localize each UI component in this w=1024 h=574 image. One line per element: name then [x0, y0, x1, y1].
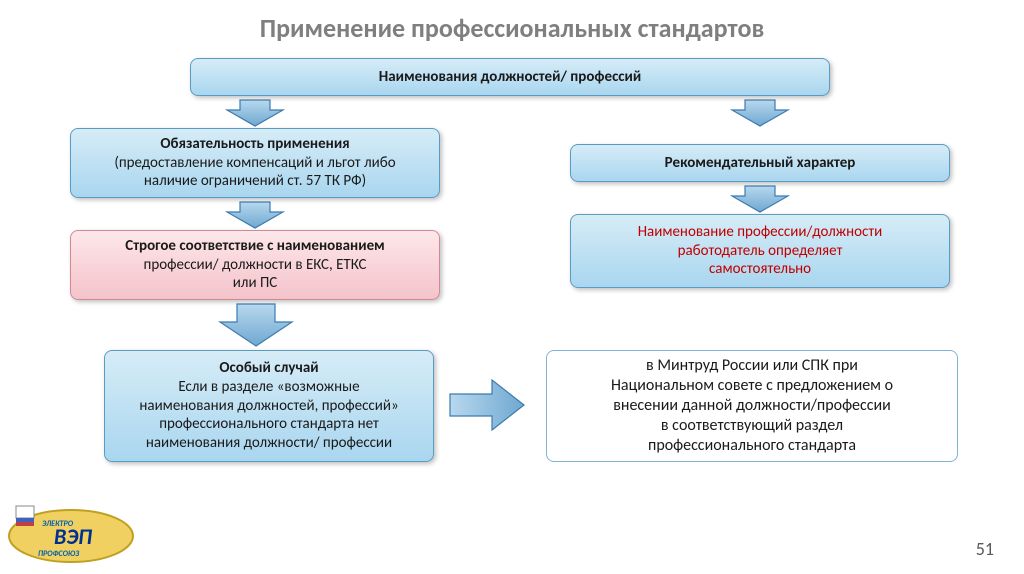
right3-line4: в соответствующий раздел: [661, 416, 843, 436]
left2-line3: или ПС: [233, 274, 278, 293]
left1-line3: наличие ограничений ст. 57 ТК РФ): [144, 172, 366, 191]
right2-line1: Наименование профессии/должности: [638, 223, 883, 242]
left3-line3: наименования должностей, профессий»: [139, 397, 398, 416]
right3-line5: профессионального стандарта: [648, 436, 856, 456]
right3-line1: в Минтруд России или СПК при: [646, 356, 858, 376]
arrow-left-1: [225, 200, 285, 230]
box-top: Наименования должностей/ профессий: [190, 58, 830, 96]
right3-line2: Национальном совете с предложением о: [611, 376, 893, 396]
left3-line5: наименования должности/ профессии: [146, 434, 392, 453]
svg-text:ВЭП: ВЭП: [54, 523, 92, 550]
arrow-top-right: [730, 98, 790, 128]
left3-line2: Если в разделе «возможные: [178, 378, 359, 397]
logo-vep: ЭЛЕКТРО ВЭП ПРОФСОЮЗ: [6, 498, 136, 564]
box-right-employer: Наименование профессии/должности работод…: [570, 214, 950, 288]
box-top-label: Наименования должностей/ профессий: [379, 68, 642, 87]
box-right-mintrud: в Минтруд России или СПК при Национально…: [546, 350, 958, 462]
right2-line3: самостоятельно: [709, 260, 811, 279]
arrow-left-2: [218, 302, 294, 348]
page-number: 51: [976, 538, 994, 560]
left2-bold: Строгое соответствие с наименованием: [125, 237, 384, 256]
box-right-recommend: Рекомендательный характер: [570, 144, 950, 182]
box-left-strict: Строгое соответствие с наименованием про…: [70, 230, 440, 300]
left2-line2: профессии/ должности в ЕКС, ЕТКС: [144, 256, 367, 275]
right1-bold: Рекомендательный характер: [665, 154, 856, 173]
right2-line2: работодатель определяет: [678, 242, 843, 261]
left1-line2: (предоставление компенсаций и льгот либо: [114, 154, 395, 173]
box-left-mandatory: Обязательность применения (предоставлени…: [70, 128, 440, 198]
right3-line3: внесении данной должности/профессии: [613, 396, 891, 416]
arrow-horizontal: [448, 378, 526, 432]
arrow-right-1: [730, 184, 790, 214]
page-title: Применение профессиональных стандартов: [0, 0, 1024, 44]
svg-text:ПРОФСОЮЗ: ПРОФСОЮЗ: [38, 549, 79, 559]
left3-bold: Особый случай: [219, 359, 318, 378]
left1-bold: Обязательность применения: [160, 135, 349, 154]
arrow-top-left: [225, 98, 285, 128]
left3-line4: профессионального стандарта нет: [159, 415, 379, 434]
box-left-special: Особый случай Если в разделе «возможные …: [104, 350, 434, 462]
